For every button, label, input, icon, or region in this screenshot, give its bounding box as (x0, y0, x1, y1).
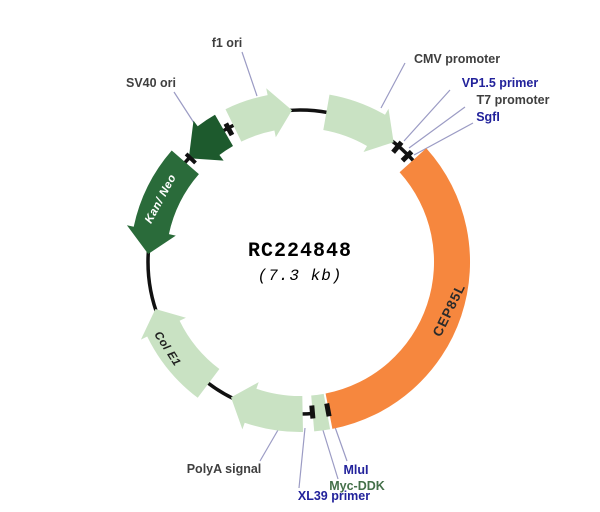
site-tick-xl39 (309, 405, 316, 419)
cmv-promoter-leader-line (380, 62, 406, 109)
feature-polya-signal (231, 382, 303, 433)
t7-promoter-label: T7 promoter (477, 93, 550, 107)
sgfi-leader-line (413, 122, 474, 156)
feature-cmv-promoter (323, 94, 394, 152)
sv40-ori-label: SV40 ori (126, 76, 176, 90)
site-tick-sgfi (400, 149, 414, 163)
plasmid-title: RC224848 (248, 240, 352, 263)
mlui-label: MluI (344, 463, 369, 477)
feature-cep85l (325, 148, 471, 429)
sgfi-label: SgfI (476, 110, 500, 124)
vp15-primer-leader-line (403, 89, 451, 142)
site-tick-vp15 (391, 140, 404, 154)
t7-promoter-leader-line (408, 106, 466, 149)
f1-ori-leader-line (241, 51, 258, 97)
feature-col-e1 (140, 309, 220, 398)
feature-f1-ori (225, 88, 292, 142)
feature-sv40-ori (188, 114, 233, 161)
xl39-primer-label: XL39 primer (298, 489, 370, 503)
feature-kan-neo (126, 150, 199, 254)
sv40-ori-leader-line (173, 91, 197, 127)
feature-myc-ddk (311, 393, 331, 432)
polya-signal-leader-line (259, 429, 279, 462)
myc-ddk-label: Myc-DDK (329, 479, 385, 493)
plasmid-size-label: (7.3 kb) (258, 267, 343, 285)
site-tick-sv40-kan (184, 152, 197, 165)
polya-signal-label: PolyA signal (187, 462, 262, 476)
f1-ori-label: f1 ori (212, 36, 243, 50)
xl39-primer-leader-line (298, 427, 306, 489)
cmv-promoter-label: CMV promoter (414, 52, 500, 66)
vp15-primer-label: VP1.5 primer (462, 76, 539, 90)
site-tick-f1-sv40 (223, 122, 235, 137)
myc-ddk-leader-line (321, 426, 339, 480)
site-tick-mlui (324, 403, 332, 417)
